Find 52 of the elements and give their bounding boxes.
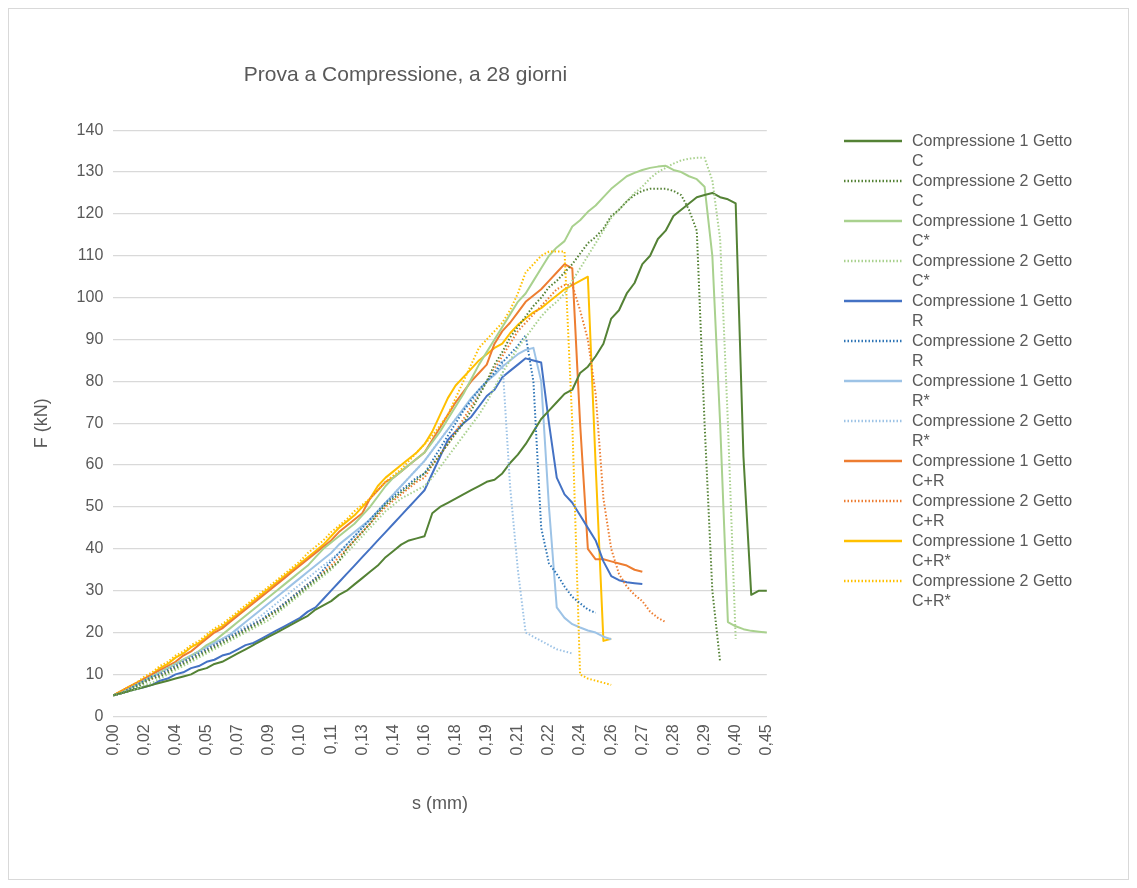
x-tick-label: 0,09 <box>259 724 277 756</box>
x-tick-label: 0,04 <box>165 724 183 756</box>
x-tick-label: 0,21 <box>508 724 526 756</box>
legend-label: Compressione 2 Getto R <box>912 331 1074 371</box>
x-tick-label: 0,11 <box>321 724 339 755</box>
y-tick-label: 10 <box>85 664 104 682</box>
chart-title: Prova a Compressione, a 28 giorni <box>243 62 568 86</box>
legend-label: Compressione 2 Getto C+R* <box>912 571 1074 611</box>
x-tick-label: 0,29 <box>694 724 712 756</box>
legend-label: Compressione 2 Getto R* <box>912 411 1074 451</box>
x-tick-label: 0,28 <box>663 724 681 756</box>
y-tick-label: 0 <box>94 706 104 724</box>
x-tick-label: 0,24 <box>570 724 588 756</box>
legend-label: Compressione 1 Getto R <box>912 291 1074 331</box>
x-tick-label: 0,10 <box>290 724 308 756</box>
legend-label: Compressione 1 Getto C <box>912 131 1074 171</box>
legend-label: Compressione 2 Getto C* <box>912 251 1074 291</box>
x-tick-label: 0,16 <box>414 724 432 756</box>
y-tick-label: 120 <box>76 204 104 222</box>
y-tick-label: 100 <box>76 288 104 306</box>
x-tick-label: 0,22 <box>539 724 557 756</box>
y-tick-label: 50 <box>85 497 104 515</box>
y-tick-label: 110 <box>77 246 104 264</box>
legend-label: Compressione 1 Getto C+R <box>912 451 1074 491</box>
x-tick-label: 0,19 <box>477 724 495 756</box>
x-tick-label: 0,14 <box>383 724 401 756</box>
x-tick-label: 0,18 <box>446 724 464 756</box>
y-tick-label: 40 <box>85 539 104 557</box>
y-tick-label: 70 <box>85 413 104 431</box>
y-tick-label: 90 <box>85 329 104 347</box>
legend-label: Compressione 2 Getto C <box>912 171 1074 211</box>
y-tick-label: 60 <box>85 455 104 473</box>
x-tick-label: 0,45 <box>757 724 775 756</box>
y-tick-label: 20 <box>85 622 104 640</box>
y-tick-label: 30 <box>85 581 104 599</box>
y-tick-label: 130 <box>76 162 104 180</box>
x-tick-label: 0,40 <box>726 724 744 756</box>
x-tick-label: 0,05 <box>197 724 215 756</box>
x-tick-label: 0,27 <box>632 724 650 756</box>
legend-label: Compressione 1 Getto C+R* <box>912 531 1074 571</box>
x-tick-label: 0,26 <box>601 724 619 756</box>
legend-label: Compressione 1 Getto C* <box>912 211 1074 251</box>
y-tick-label: 80 <box>85 371 104 389</box>
legend-label: Compressione 1 Getto R* <box>912 371 1074 411</box>
y-tick-label: 140 <box>76 120 104 138</box>
x-tick-label: 0,13 <box>352 724 370 756</box>
legend-label: Compressione 2 Getto C+R <box>912 491 1074 531</box>
x-tick-label: 0,07 <box>228 724 246 756</box>
y-axis-title: F (kN) <box>30 398 51 449</box>
x-tick-label: 0,02 <box>134 724 152 756</box>
x-axis-title: s (mm) <box>412 793 469 814</box>
x-tick-label: 0,00 <box>103 724 121 756</box>
